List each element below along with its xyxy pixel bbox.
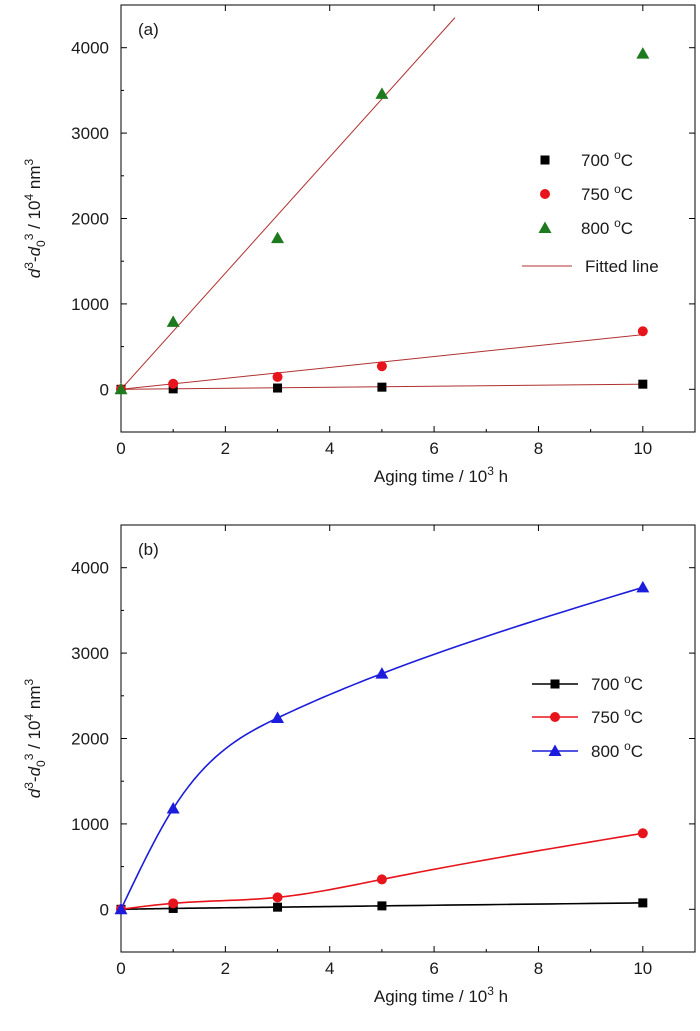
y-tick-label: 2000 [71,730,109,749]
legend-marker [540,189,550,199]
x-tick-label: 8 [534,959,543,978]
y-tick-label: 0 [100,380,109,399]
x-tick-label: 6 [429,959,438,978]
x-tick-label: 2 [221,439,230,458]
y-tick-label: 0 [100,900,109,919]
x-tick-label: 2 [221,959,230,978]
series-line [120,832,643,911]
series-line [120,586,644,910]
legend-marker [550,679,560,689]
data-point [637,828,648,839]
x-axis-label: Aging time / 103 h [374,984,508,1006]
data-point [637,326,648,337]
data-point [377,901,387,911]
x-tick-label: 4 [325,959,334,978]
y-tick-label: 4000 [71,559,109,578]
panel-label: (a) [138,20,159,39]
x-tick-label: 6 [429,439,438,458]
data-point [638,898,648,908]
y-tick-label: 2000 [71,210,109,229]
data-point [272,892,283,903]
legend-label: 800 oC [581,216,633,238]
y-tick-label: 1000 [71,815,109,834]
data-point [375,667,389,679]
legend-label: 750 oC [591,705,643,727]
y-axis-label: d3-d03 / 104 nm3 [22,158,48,278]
chart-panel-a: 0 2 4 6 8 10 0 1000 2000 3000 4000 (a) Aging time / … [22,4,696,486]
y-tick-label: 3000 [71,644,109,663]
x-axis-label: Aging time / 103 h [374,464,508,486]
data-point [272,371,283,382]
data-point [636,47,650,59]
fitted-line [121,17,456,390]
data-point [166,802,180,814]
legend-label: 700 oC [581,148,633,170]
data-point [114,382,128,395]
data-point [166,315,180,327]
data-point [638,379,648,389]
x-tick-label: 0 [116,439,125,458]
data-point [376,874,387,885]
panel-label: (b) [138,540,159,559]
legend-marker [548,744,562,756]
data-point [271,231,285,244]
legend-marker [550,712,560,722]
legend-marker [540,155,550,165]
data-point [271,711,285,724]
data-point [377,382,387,392]
legend-label: Fitted line [585,257,659,276]
data-point [636,580,650,593]
x-tick-label: 10 [633,959,652,978]
data-point [376,361,387,372]
data-point [273,902,283,912]
chart-panel-b: 0 2 4 6 8 10 0 1000 2000 3000 4000 (b) Aging time / … [22,524,696,1006]
data-point [273,383,283,393]
x-tick-label: 8 [534,439,543,458]
data-point [168,384,178,394]
y-tick-label: 3000 [71,124,109,143]
data-point [114,902,128,915]
y-tick-label: 4000 [71,39,109,58]
legend-label: 700 oC [591,672,643,694]
x-tick-label: 4 [325,439,334,458]
plot-frame [120,524,696,953]
data-point [168,898,179,909]
legend-label: 800 oC [591,739,643,761]
legend-marker [538,221,552,233]
x-tick-label: 10 [633,439,652,458]
data-point [375,87,389,99]
data-point [168,903,178,913]
data-point [168,378,179,389]
y-tick-label: 1000 [71,295,109,314]
y-axis-label: d3-d03 / 104 nm3 [22,678,48,798]
x-tick-label: 0 [116,959,125,978]
legend-label: 750 oC [581,182,633,204]
